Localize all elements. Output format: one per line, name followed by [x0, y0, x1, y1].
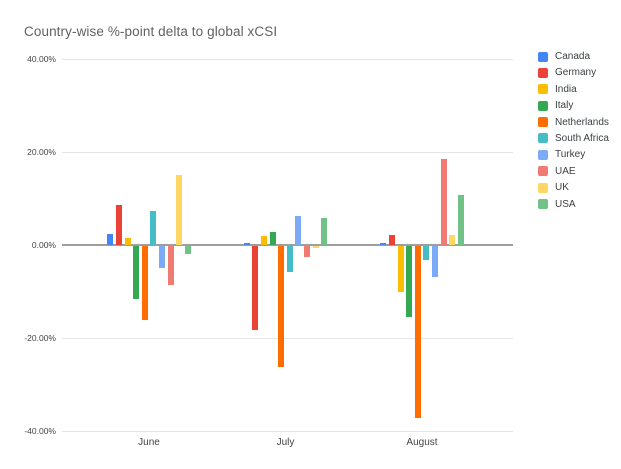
legend-swatch-icon — [538, 182, 548, 193]
legend-swatch-icon — [538, 149, 548, 160]
bar-south-africa-august[interactable] — [423, 246, 430, 260]
bar-germany-july[interactable] — [252, 246, 259, 330]
bar-south-africa-july[interactable] — [286, 246, 293, 273]
legend-swatch-icon — [538, 166, 548, 177]
y-axis-tick-label: -40.00% — [24, 426, 56, 436]
bar-canada-july[interactable] — [243, 243, 250, 245]
bar-usa-july[interactable] — [321, 217, 328, 245]
legend-swatch-icon — [538, 199, 548, 210]
legend-label: Turkey — [555, 149, 586, 161]
gridline — [62, 431, 513, 432]
legend-swatch-icon — [538, 67, 548, 78]
bar-uk-june[interactable] — [176, 174, 183, 245]
legend-item-turkey: Turkey — [538, 149, 609, 160]
bar-turkey-june[interactable] — [158, 246, 165, 269]
bar-netherlands-july[interactable] — [278, 246, 285, 367]
x-axis-label-july: July — [276, 437, 295, 448]
legend-item-south-africa: South Africa — [538, 133, 609, 144]
bar-italy-june[interactable] — [133, 246, 140, 299]
bar-uk-july[interactable] — [312, 246, 319, 248]
legend-label: South Africa — [555, 132, 609, 144]
bar-turkey-august[interactable] — [431, 246, 438, 277]
bar-uae-august[interactable] — [440, 158, 447, 245]
y-axis-tick-label: 20.00% — [27, 147, 56, 157]
gridline — [62, 59, 513, 60]
bar-germany-june[interactable] — [115, 204, 122, 245]
x-axis-label-june: June — [138, 437, 160, 448]
bar-uk-august[interactable] — [449, 234, 456, 245]
bar-netherlands-august[interactable] — [414, 246, 421, 419]
bar-germany-august[interactable] — [388, 235, 395, 245]
y-axis-tick-label: 0.00% — [31, 240, 56, 250]
legend-swatch-icon — [538, 100, 548, 111]
legend-item-uae: UAE — [538, 166, 609, 177]
chart-title: Country-wise %-point delta to global xCS… — [24, 24, 278, 39]
bar-south-africa-june[interactable] — [150, 210, 157, 245]
gridline — [62, 338, 513, 339]
bar-netherlands-june[interactable] — [141, 246, 148, 320]
bar-canada-june[interactable] — [107, 234, 114, 245]
bar-usa-june[interactable] — [184, 246, 191, 255]
bar-italy-july[interactable] — [269, 231, 276, 245]
legend-swatch-icon — [538, 51, 548, 62]
bar-italy-august[interactable] — [406, 246, 413, 318]
legend-item-canada: Canada — [538, 51, 609, 62]
legend-label: Netherlands — [555, 116, 609, 128]
bar-uae-july[interactable] — [304, 246, 310, 257]
gridline — [62, 152, 513, 153]
zero-axis-line — [62, 244, 513, 246]
y-axis-tick-label: -20.00% — [24, 333, 56, 343]
bar-india-june[interactable] — [124, 238, 131, 245]
legend-label: Italy — [555, 100, 574, 112]
legend-label: UAE — [555, 165, 576, 177]
legend-item-germany: Germany — [538, 67, 609, 78]
bar-turkey-july[interactable] — [295, 215, 302, 245]
legend-item-italy: Italy — [538, 100, 609, 111]
legend-swatch-icon — [538, 133, 548, 144]
legend-label: Germany — [555, 67, 597, 79]
legend-label: UK — [555, 182, 569, 194]
legend-label: India — [555, 83, 577, 95]
legend-item-netherlands: Netherlands — [538, 117, 609, 128]
legend-swatch-icon — [538, 84, 548, 95]
legend-label: Canada — [555, 51, 591, 62]
y-axis-tick-label: 40.00% — [27, 54, 56, 64]
legend-item-uk: UK — [538, 182, 609, 193]
bar-uae-june[interactable] — [167, 246, 174, 286]
legend-label: USA — [555, 198, 576, 210]
bar-canada-august[interactable] — [380, 242, 387, 245]
legend-item-usa: USA — [538, 199, 609, 210]
x-axis-label-august: August — [406, 437, 438, 448]
legend-item-india: India — [538, 84, 609, 95]
legend-swatch-icon — [538, 117, 548, 128]
bar-india-july[interactable] — [261, 236, 267, 245]
plot-area — [62, 59, 513, 432]
legend: Canada Germany India Italy Netherlands South … — [538, 51, 609, 215]
bar-india-august[interactable] — [397, 246, 404, 292]
bar-usa-august[interactable] — [457, 195, 464, 245]
